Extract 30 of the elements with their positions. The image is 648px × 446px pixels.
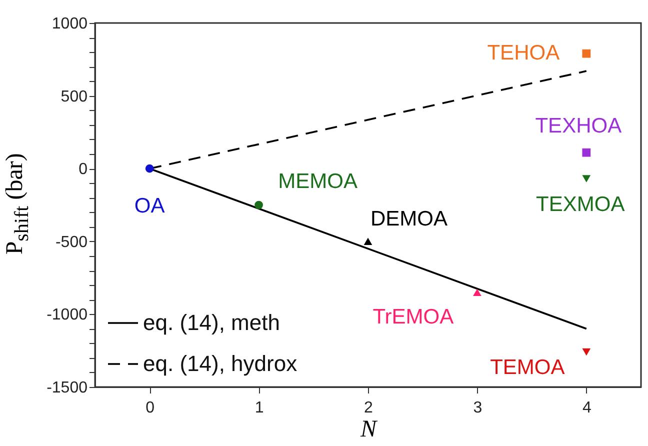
point (254, 200, 263, 210)
x-tick-label: 1 (254, 400, 264, 416)
point (473, 288, 482, 296)
series-label: DEMOA (370, 207, 448, 230)
series-label: TEXHOA (535, 114, 622, 138)
point (145, 164, 154, 173)
series-label: TrEMOA (372, 305, 454, 328)
series-label: OA (134, 194, 165, 218)
x-tick-label: 3 (473, 400, 482, 416)
y-tick-label: -1000 (46, 306, 88, 324)
y-tick-label: 1000 (52, 16, 88, 32)
x-axis-title: N (359, 416, 378, 442)
point (582, 348, 591, 356)
y-tick-label: -1500 (46, 380, 88, 396)
series-label: TEXMOA (536, 192, 625, 216)
x-tick-label: 2 (364, 400, 374, 416)
point (582, 148, 591, 157)
series-label: TEMOA (490, 356, 565, 380)
y-tick-label: 0 (78, 161, 88, 178)
legend-label: eq. (14), meth (143, 310, 280, 335)
legend-label: eq. (14), hydrox (143, 351, 298, 376)
point (582, 49, 591, 58)
x-tick-label: 0 (146, 400, 155, 416)
x-tick-label: 4 (582, 400, 592, 416)
point (364, 238, 372, 246)
y-tick-label: 500 (60, 88, 88, 106)
point (582, 175, 591, 182)
series-label: TEHOA (487, 42, 560, 65)
series-label: MEMOA (278, 170, 358, 193)
y-tick-label: -500 (55, 234, 88, 251)
